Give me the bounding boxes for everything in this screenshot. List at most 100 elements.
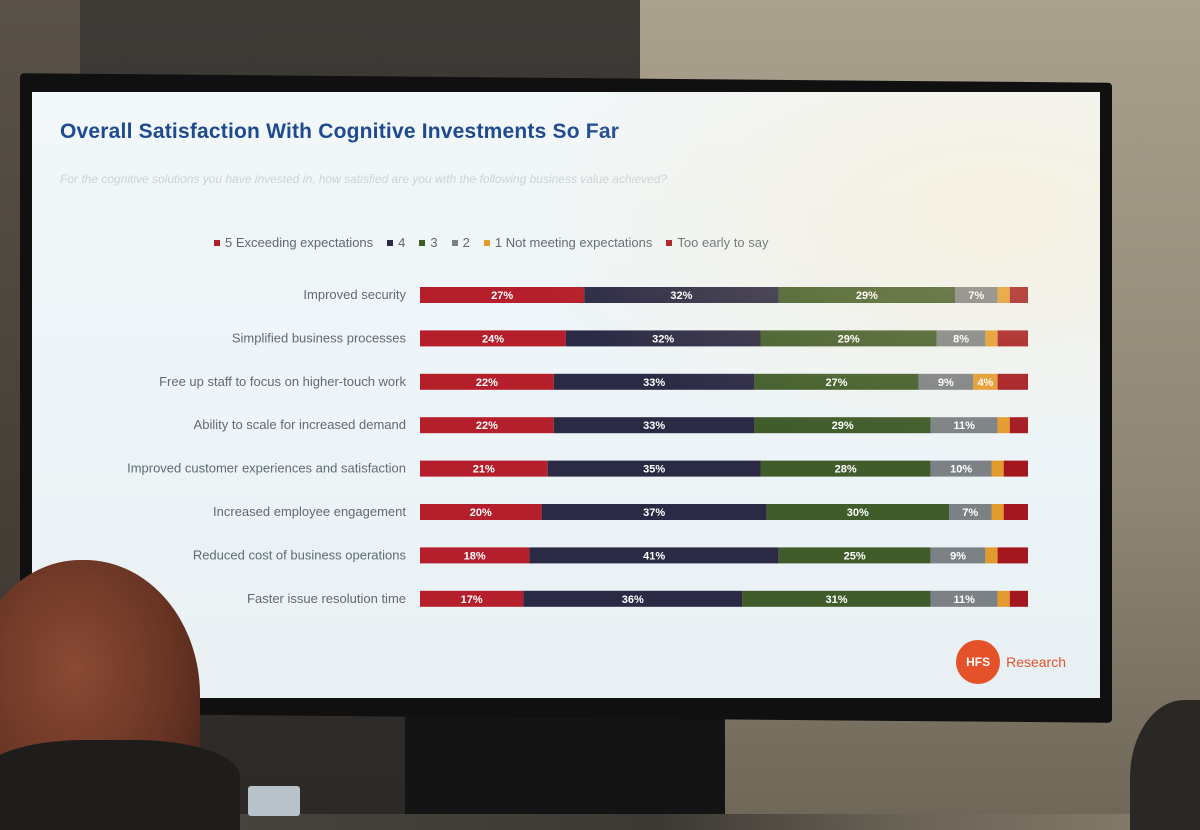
stacked-bar-chart: Improved security 27% 32% 29% 7% Simplified b…	[127, 287, 1028, 607]
legend-swatch	[483, 239, 490, 246]
data-label: 17%	[461, 594, 483, 606]
category-label: Ability to scale for increased demand	[194, 417, 406, 432]
data-label: 9%	[950, 550, 966, 562]
data-label: 36%	[622, 594, 644, 606]
bar-segment	[420, 504, 542, 520]
data-label: 29%	[832, 420, 854, 432]
legend-label: Too early to say	[677, 235, 769, 250]
bar-segment	[1009, 417, 1028, 434]
bar-segment	[1009, 590, 1028, 607]
data-label: 37%	[643, 507, 665, 519]
data-label: 28%	[835, 464, 857, 476]
bar-segment	[997, 590, 1010, 607]
bar-segment	[930, 590, 998, 607]
bar-segment	[420, 330, 566, 347]
bar-segment	[918, 373, 974, 390]
bar-segment	[420, 373, 554, 390]
data-label: 27%	[825, 377, 847, 389]
data-label: 22%	[476, 420, 498, 432]
legend-swatch	[451, 239, 458, 246]
legend-item: 1 Not meeting expectations	[483, 235, 653, 250]
data-label: 29%	[838, 333, 860, 345]
data-label: 33%	[643, 420, 665, 432]
bar-segment	[754, 373, 919, 390]
bar-segment	[930, 547, 986, 564]
legend-label: 5 Exceeding expectations	[225, 235, 374, 250]
category-label: Improved security	[303, 287, 406, 302]
data-label: 7%	[962, 507, 978, 519]
category-label: Improved customer experiences and satisf…	[127, 461, 406, 476]
data-label: 8%	[953, 333, 969, 345]
bar-segment	[565, 330, 761, 347]
bar-segment	[997, 547, 1028, 564]
bar-segment	[420, 590, 524, 607]
data-label: 18%	[464, 550, 486, 562]
legend-item: 4	[387, 235, 405, 250]
data-label: 4%	[977, 377, 993, 389]
data-label: 27%	[491, 290, 513, 302]
bar-segment	[420, 460, 548, 477]
bar-segment	[420, 287, 585, 303]
data-label: 29%	[856, 290, 878, 302]
legend-label: 1 Not meeting expectations	[494, 235, 653, 250]
bar-segment	[1009, 287, 1028, 303]
bar-segment	[778, 287, 955, 303]
category-label: Increased employee engagement	[213, 504, 406, 519]
bar-segment	[547, 460, 761, 477]
category-label: Free up staff to focus on higher-touch w…	[159, 374, 406, 389]
legend-label: 2	[462, 235, 470, 250]
bar-segment	[584, 287, 779, 303]
category-label: Faster issue resolution time	[247, 591, 406, 606]
slide-subtitle: For the cognitive solutions you have inv…	[60, 172, 668, 186]
legend-item: Too early to say	[666, 235, 768, 250]
bar-segment	[930, 460, 992, 477]
bar-segment	[778, 547, 931, 564]
chart-legend: 5 Exceeding expectations 4 3 2 1 Not meeting…	[214, 235, 768, 250]
data-label: 32%	[652, 333, 674, 345]
bar-segment	[997, 287, 1010, 303]
audience-person-body	[0, 740, 240, 830]
bar-segment	[523, 590, 743, 607]
data-label: 41%	[643, 550, 665, 562]
hfs-logo-mark: HFS	[956, 640, 1001, 684]
bar-segment	[553, 373, 755, 390]
data-label: 30%	[847, 507, 869, 519]
bar-segment	[973, 373, 998, 390]
bar-segment	[936, 330, 986, 347]
bar-segment	[553, 417, 755, 434]
bar-segment	[541, 504, 767, 520]
bar-segment	[985, 330, 998, 347]
data-label: 20%	[470, 507, 492, 519]
tv-screen: Overall Satisfaction With Cognitive Inve…	[32, 92, 1100, 698]
bar-segment	[754, 417, 931, 434]
cup	[248, 786, 300, 816]
bar-segment	[997, 373, 1028, 390]
bar-segment	[766, 504, 949, 520]
bar-segment	[1003, 460, 1028, 477]
bar-segment	[991, 504, 1004, 520]
bar-segment	[420, 547, 530, 564]
legend-swatch	[387, 239, 394, 246]
bar-segment	[760, 460, 931, 477]
bar-segment	[529, 547, 779, 564]
legend-item: 3	[419, 235, 438, 250]
legend-item: 2	[451, 235, 470, 250]
data-label: 11%	[953, 420, 975, 432]
bar-segment	[420, 417, 554, 434]
category-label: Simplified business processes	[232, 330, 407, 345]
data-label: 35%	[643, 464, 665, 476]
data-label: 21%	[473, 464, 495, 476]
data-label: 25%	[844, 550, 866, 562]
bar-segment	[985, 547, 998, 564]
bar-segment	[760, 330, 937, 347]
data-label: 22%	[476, 377, 498, 389]
data-label: 24%	[482, 333, 504, 345]
legend-item: 5 Exceeding expectations	[214, 235, 373, 250]
bar-segment	[1003, 504, 1028, 520]
data-label: 7%	[968, 290, 984, 302]
legend-swatch	[666, 239, 673, 246]
data-label: 32%	[670, 290, 692, 302]
legend-label: 4	[398, 235, 406, 250]
legend-swatch	[419, 239, 426, 246]
bar-segment	[742, 590, 931, 607]
